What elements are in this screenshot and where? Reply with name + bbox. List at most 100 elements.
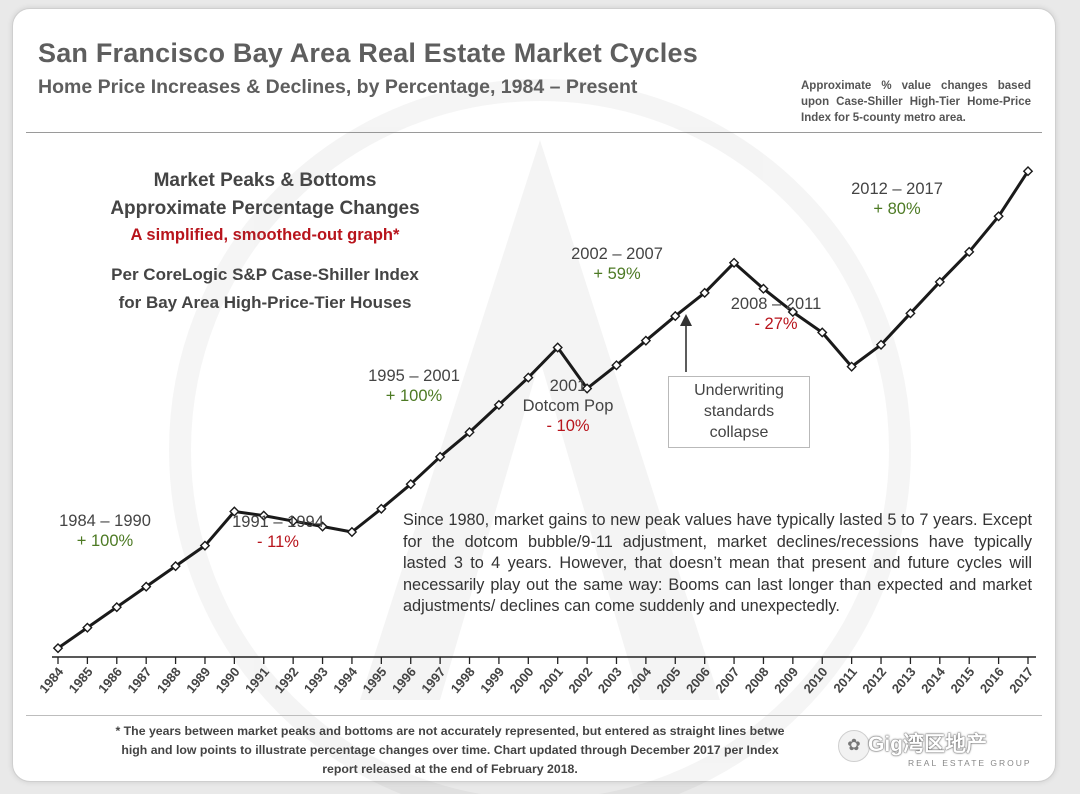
footnote-divider — [26, 715, 1042, 716]
callout-arrow — [680, 314, 692, 372]
price-line — [57, 170, 1030, 650]
data-point-2009 — [787, 306, 799, 318]
data-point-1988 — [170, 560, 181, 572]
annotation-label: Dotcom Pop — [522, 397, 614, 415]
annotation-change: + 59% — [593, 265, 641, 283]
data-point-1992 — [287, 515, 299, 527]
annotation-2002-2007: 2002 – 2007 + 59% — [552, 244, 682, 284]
footnote: * The years between market peaks and bot… — [30, 722, 870, 779]
annotation-change: - 10% — [546, 417, 590, 435]
legend-box: Market Peaks & Bottoms Approximate Perce… — [80, 166, 450, 317]
data-point-2002 — [581, 383, 593, 394]
x-tick-label-2016: 2016 — [977, 664, 1007, 696]
data-point-1985 — [82, 622, 93, 633]
data-point-1998 — [464, 427, 475, 438]
market-cycle-description: Since 1980, market gains to new peak val… — [403, 511, 1032, 615]
annotation-1984-1990: 1984 – 1990 + 100% — [40, 511, 170, 551]
x-tick-label-2002: 2002 — [565, 664, 595, 696]
data-point-2008 — [758, 283, 769, 294]
x-tick-label-1987: 1987 — [124, 664, 154, 696]
data-point-1986 — [111, 601, 122, 613]
legend-line-5: for Bay Area High-Price-Tier Houses — [118, 293, 412, 312]
annotation-period: 1984 – 1990 — [59, 512, 151, 530]
data-point-2017 — [1022, 166, 1034, 177]
callout-line-3: collapse — [709, 424, 769, 441]
wechat-icon: ✿ — [838, 730, 870, 762]
footnote-line-1: * The years between market peaks and bot… — [115, 724, 785, 738]
data-point-1989 — [199, 540, 211, 551]
chart-subtitle: Home Price Increases & Declines, by Perc… — [38, 76, 638, 98]
footnote-line-3: report released at the end of February 2… — [322, 762, 578, 776]
x-tick-label-2000: 2000 — [507, 664, 537, 696]
annotation-2008-2011: 2008 – 2011 - 27% — [711, 294, 841, 334]
x-tick-label-2007: 2007 — [712, 664, 742, 696]
x-tick-label-2012: 2012 — [859, 664, 889, 696]
data-point-2015 — [964, 246, 975, 258]
data-point-2004 — [640, 335, 652, 346]
watermark-logo — [169, 79, 911, 794]
x-tick-label-1989: 1989 — [183, 664, 213, 696]
x-tick-label-1985: 1985 — [66, 664, 96, 696]
x-tick-label-1999: 1999 — [477, 664, 507, 696]
data-point-2006 — [699, 287, 710, 299]
annotation-change: + 100% — [385, 387, 443, 405]
x-tick-label-1998: 1998 — [448, 664, 478, 696]
data-point-2005 — [670, 310, 681, 322]
watermark-subtext: REAL ESTATE GROUP — [908, 758, 1032, 768]
data-point-1993 — [317, 521, 328, 532]
data-point-2016 — [993, 211, 1004, 222]
x-axis: 1984 1985 1986 1987 1988 1989 1990 1991 1992 1993… — [36, 656, 1036, 696]
x-tick-label-2015: 2015 — [947, 664, 977, 696]
annotation-2012-2017: 2012 – 2017 + 80% — [832, 179, 962, 219]
data-point-2013 — [905, 308, 916, 319]
data-point-1995 — [376, 503, 387, 514]
annotation-period: 1991 – 1994 — [232, 513, 324, 531]
x-tick-label-1988: 1988 — [154, 664, 184, 696]
price-series — [57, 170, 1030, 650]
legend-line-2: Approximate Percentage Changes — [110, 198, 420, 219]
data-point-2000 — [523, 372, 534, 383]
price-points — [52, 166, 1034, 654]
x-tick-label-2013: 2013 — [889, 664, 919, 696]
data-point-2012 — [875, 339, 887, 350]
x-tick-label-2003: 2003 — [595, 664, 625, 696]
annotation-2001-dotcom: 2001 Dotcom Pop - 10% — [503, 376, 633, 436]
annotation-period: 1995 – 2001 — [368, 367, 460, 385]
annotation-period: 2008 – 2011 — [730, 295, 822, 313]
x-tick-label-1990: 1990 — [213, 664, 243, 696]
x-tick-label-1994: 1994 — [330, 664, 361, 696]
annotation-1991-1994: 1991 – 1994 - 11% — [213, 512, 343, 552]
watermark-text: Gig湾区地产 — [868, 733, 987, 756]
data-point-1996 — [405, 478, 416, 490]
x-tick-label-1986: 1986 — [95, 664, 125, 696]
annotation-change: + 80% — [873, 200, 921, 218]
data-point-1984 — [52, 642, 64, 654]
data-point-2001 — [552, 342, 563, 353]
data-point-1997 — [434, 451, 446, 463]
data-point-1999 — [493, 399, 505, 411]
annotation-change: + 100% — [76, 532, 134, 550]
x-tick-label-1984: 1984 — [36, 664, 67, 696]
header-divider — [26, 132, 1042, 133]
x-tick-label-2008: 2008 — [742, 664, 772, 696]
arrow-head — [680, 314, 692, 326]
x-tick-label-1992: 1992 — [271, 664, 301, 696]
chart-card — [12, 8, 1056, 782]
data-point-1991 — [258, 510, 269, 521]
data-point-2007 — [728, 257, 740, 268]
chart-title: San Francisco Bay Area Real Estate Marke… — [38, 38, 698, 68]
x-tick-label-2014: 2014 — [918, 664, 949, 696]
footnote-line-2: high and low points to illustrate percen… — [121, 743, 779, 757]
data-point-2011 — [846, 361, 857, 372]
annotation-1995-2001: 1995 – 2001 + 100% — [349, 366, 479, 406]
underwriting-callout: Underwriting standards collapse — [668, 376, 810, 448]
x-tick-label-2001: 2001 — [536, 664, 566, 696]
annotation-period: 2001 — [549, 377, 587, 395]
x-tick-label-1993: 1993 — [301, 664, 331, 696]
data-point-2003 — [611, 360, 622, 371]
legend-line-3: A simplified, smoothed-out graph* — [130, 226, 400, 244]
legend-line-4: Per CoreLogic S&P Case-Shiller Index — [111, 265, 419, 284]
annotation-change: - 11% — [257, 533, 299, 551]
x-tick-label-2017: 2017 — [1006, 664, 1036, 696]
